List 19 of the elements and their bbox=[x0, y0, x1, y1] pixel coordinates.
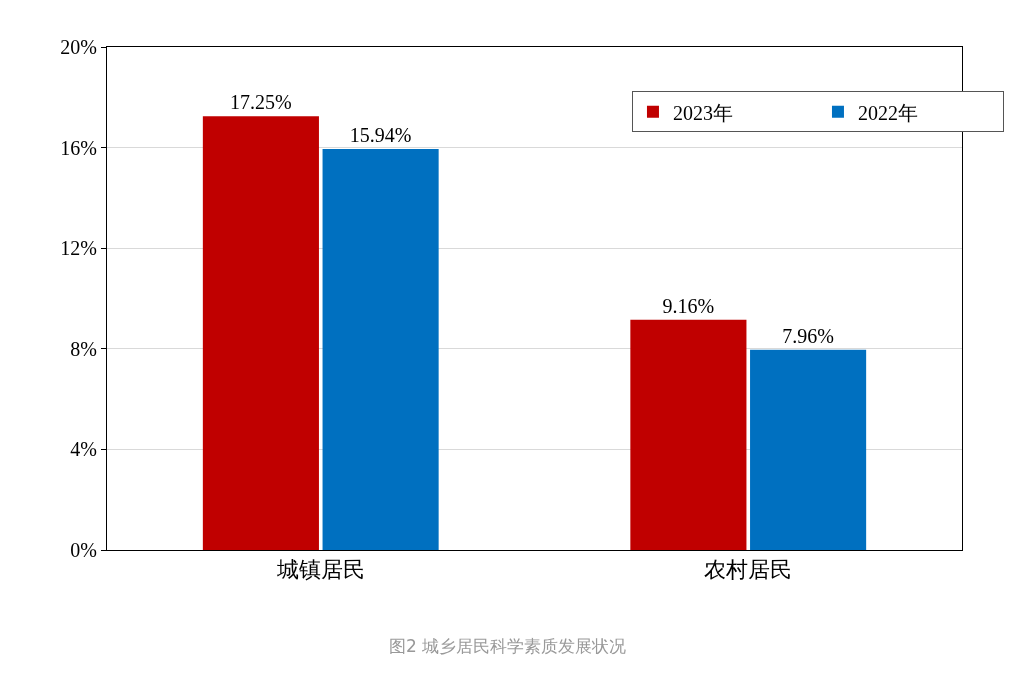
data-label: 7.96% bbox=[782, 324, 834, 347]
caption: 图2 城乡居民科学素质发展状况 bbox=[389, 636, 627, 656]
legend-label: 2022年 bbox=[857, 101, 918, 124]
data-label: 9.16% bbox=[662, 294, 715, 317]
bar bbox=[202, 116, 319, 550]
bar bbox=[630, 319, 747, 550]
x-tick-label: 城镇居民 bbox=[275, 557, 365, 583]
bar bbox=[322, 149, 439, 550]
y-tick-label: 4% bbox=[70, 438, 97, 461]
y-tick-label: 16% bbox=[60, 136, 97, 159]
data-label: 17.25% bbox=[230, 91, 292, 114]
x-tick-label: 农村居民 bbox=[704, 557, 793, 583]
y-tick-label: 12% bbox=[60, 237, 97, 260]
y-tick-label: 20% bbox=[60, 36, 97, 58]
y-tick-label: 8% bbox=[70, 337, 97, 360]
y-tick-label: 0% bbox=[70, 539, 97, 561]
legend-label: 2023年 bbox=[672, 101, 733, 124]
data-label: 15.94% bbox=[349, 124, 412, 147]
bar bbox=[750, 349, 867, 550]
